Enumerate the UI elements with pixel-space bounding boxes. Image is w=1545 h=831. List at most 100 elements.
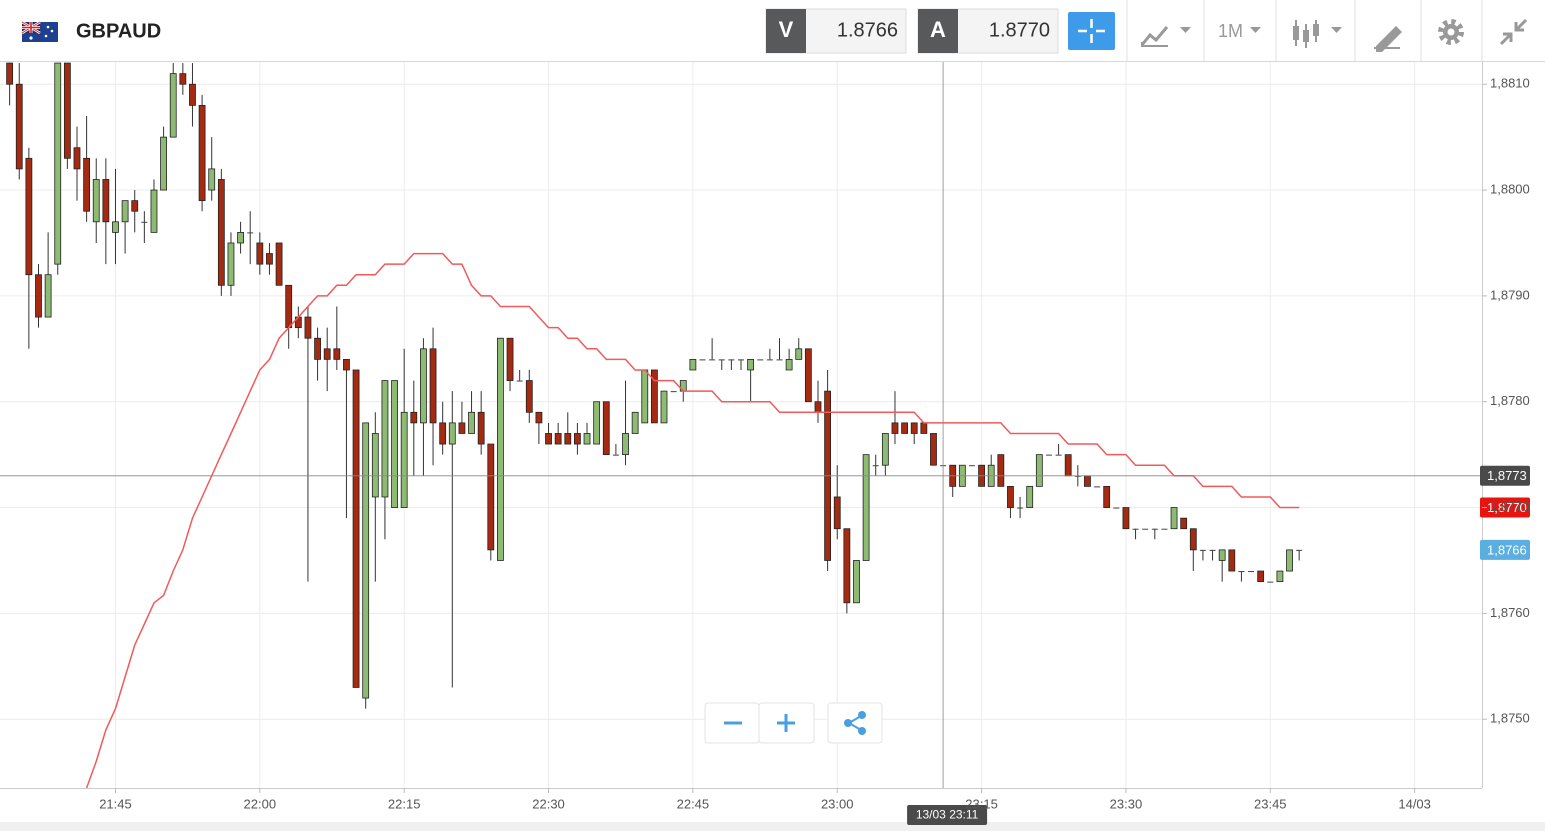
candle-body — [545, 433, 552, 445]
candle-body — [1218, 549, 1226, 561]
sell-label-box — [766, 9, 806, 53]
candle-body — [747, 358, 755, 371]
candle-body — [25, 157, 33, 276]
candle-body — [487, 443, 495, 551]
candle-body — [1257, 570, 1265, 583]
candle-body — [420, 348, 427, 424]
candle-body — [930, 433, 937, 466]
buy-label: A — [930, 17, 946, 42]
x-tick-label: 22:00 — [244, 796, 277, 811]
crosshair-x-label-box — [907, 805, 988, 825]
candle-body — [198, 104, 206, 202]
x-tick-label: 23:00 — [821, 796, 854, 811]
candle-body — [1209, 549, 1216, 551]
candle-body — [1296, 549, 1303, 551]
crosshair-y-label-box — [1480, 465, 1530, 486]
candle-body — [1122, 507, 1130, 530]
candle-body — [785, 358, 793, 371]
candle-body — [602, 401, 610, 456]
chart-type-button[interactable] — [1140, 26, 1191, 47]
x-tick-label: 22:45 — [677, 796, 710, 811]
candle-body — [699, 359, 706, 361]
buy-button[interactable]: A 1.8770 — [917, 8, 1059, 54]
candle-body — [593, 401, 601, 445]
x-tick-label: 14/03 — [1398, 796, 1431, 811]
candle-body — [381, 380, 389, 498]
y-tick-label: 1,8800 — [1490, 181, 1530, 196]
candle-body — [256, 242, 264, 265]
candle-body — [766, 359, 773, 361]
draw-button[interactable] — [1374, 26, 1402, 52]
candle-body — [833, 496, 841, 530]
x-tick-label: 22:30 — [532, 796, 565, 811]
candle-body — [1007, 485, 1014, 508]
candle-body — [535, 411, 543, 424]
crosshair-button[interactable] — [1068, 12, 1115, 50]
share-button[interactable] — [827, 702, 883, 744]
x-tick-label: 21:45 — [99, 796, 132, 811]
sell-button[interactable]: V 1.8766 — [765, 8, 907, 54]
collapse-button[interactable] — [1499, 18, 1528, 46]
settings-button[interactable] — [1438, 19, 1464, 45]
candle-body — [247, 232, 254, 234]
candle-body — [612, 454, 619, 456]
candle-body — [1094, 486, 1101, 488]
candle-body — [1228, 549, 1236, 572]
candle-body — [371, 433, 379, 498]
candle-body — [439, 422, 447, 445]
zoom-in-button[interactable] — [758, 702, 815, 744]
candle-body — [1199, 549, 1206, 551]
candle-body — [516, 380, 523, 382]
candle-body — [670, 391, 677, 393]
candle-body — [920, 422, 928, 434]
candle-body — [131, 200, 139, 212]
candle-body — [333, 348, 341, 360]
price-marker-box — [1480, 497, 1530, 518]
plot-area — [0, 62, 1482, 788]
timeframe-button[interactable]: 1M — [1218, 21, 1261, 41]
candle-body — [804, 348, 812, 403]
candle-body — [843, 528, 851, 604]
candle-body — [1170, 507, 1178, 530]
y-tick-label: 1,8790 — [1490, 287, 1530, 302]
candle-body — [795, 348, 803, 360]
price-marker-box — [1480, 539, 1530, 560]
overlay: 13/03 23:11 1,8773 1,8770 1,8766 — [0, 62, 1530, 825]
candle-body — [477, 411, 485, 445]
candle-body — [237, 231, 244, 244]
candle-body — [266, 253, 273, 265]
buy-price: 1.8770 — [989, 19, 1050, 41]
candle-body — [1064, 454, 1072, 477]
y-tick-label: 1,8810 — [1490, 76, 1530, 91]
candle-body — [622, 433, 629, 456]
candle-body — [1180, 517, 1188, 530]
x-tick-label: 22:15 — [388, 796, 421, 811]
candle-body — [497, 337, 504, 561]
candle-body — [1017, 507, 1024, 509]
candle-body — [901, 422, 908, 434]
candle-body — [1045, 454, 1052, 456]
price-marker-label: 1,8770 — [1487, 500, 1527, 515]
candle-body — [757, 359, 764, 361]
candle-body — [304, 316, 312, 339]
zoom-out-button[interactable] — [704, 702, 760, 744]
candles-button[interactable] — [1293, 20, 1342, 48]
candle-body — [1151, 528, 1158, 530]
candle-body — [1161, 528, 1168, 530]
candle-body — [1074, 475, 1081, 477]
candle-body — [554, 433, 562, 445]
candle-body — [400, 411, 408, 508]
candle-body — [314, 337, 321, 360]
candle-body — [862, 454, 870, 561]
bottom-bar — [0, 822, 1545, 831]
candle-body — [564, 433, 572, 445]
candle-body — [448, 422, 456, 445]
toolbar-separators — [1126, 0, 1483, 61]
candle-body — [891, 422, 899, 434]
candle-body — [728, 359, 735, 361]
candle-body — [112, 221, 119, 233]
candle-body — [853, 560, 860, 604]
candle-body — [391, 380, 398, 508]
